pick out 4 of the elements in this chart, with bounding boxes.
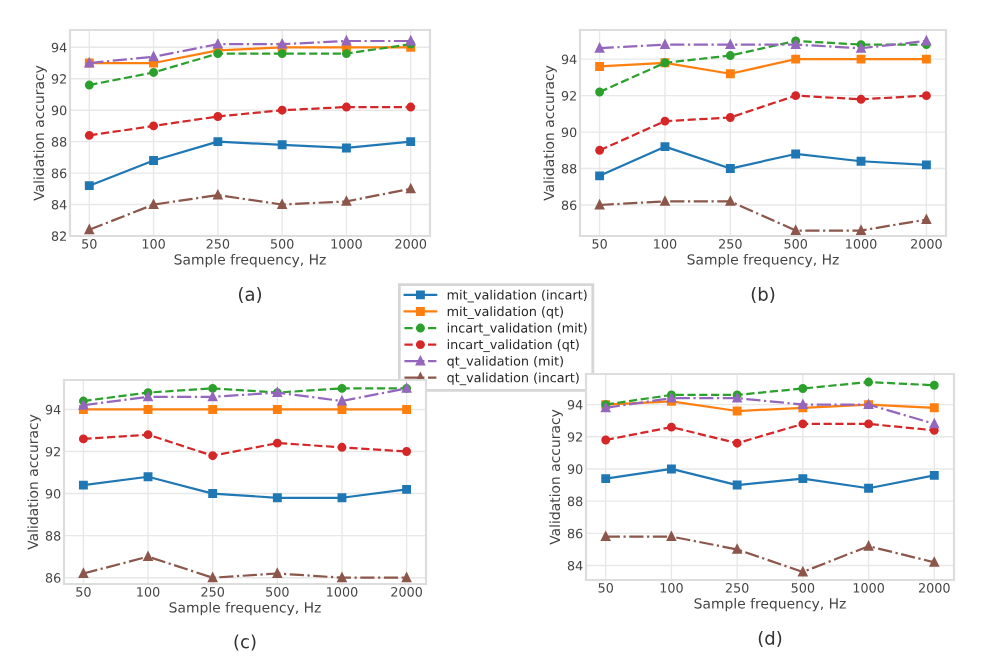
text: (a) (238, 287, 262, 304)
text: (c) (234, 634, 256, 651)
text: (b) (751, 287, 775, 304)
text: (d) (758, 631, 782, 648)
